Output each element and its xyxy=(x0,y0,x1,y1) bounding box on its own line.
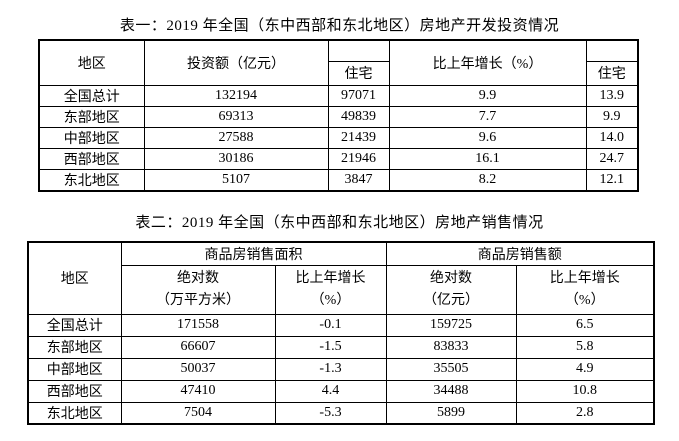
investment-table: 地区 投资额（亿元） 比上年增长（%） 住宅 住宅 全国总计 132194 97… xyxy=(38,39,639,192)
header-line: （万平方米） xyxy=(156,292,240,308)
amount-growth-cell: 5.8 xyxy=(515,335,655,359)
residential-growth-cell: 12.1 xyxy=(585,168,639,191)
table2-header-area-abs: 绝对数 （万平方米） xyxy=(120,264,276,315)
region-cell: 西部地区 xyxy=(38,147,145,170)
table1-header-residential-investment: 住宅 xyxy=(327,60,390,86)
region-cell: 西部地区 xyxy=(27,379,122,403)
table1-row-west: 西部地区 30186 21946 16.1 24.7 xyxy=(38,147,639,170)
table2-header-amount-growth: 比上年增长 （%） xyxy=(515,264,655,315)
table1-row-central: 中部地区 27588 21439 9.6 14.0 xyxy=(38,126,639,149)
region-cell: 东部地区 xyxy=(27,335,122,359)
table1-header-growth: 比上年增长（%） xyxy=(388,39,587,86)
growth-cell: 7.7 xyxy=(388,105,587,128)
amount-abs-cell: 35505 xyxy=(385,357,517,381)
residential-growth-cell: 14.0 xyxy=(585,126,639,149)
header-line: （%） xyxy=(564,292,605,308)
table2-header-sales-area-group: 商品房销售面积 xyxy=(120,241,387,266)
residential-investment-cell: 21946 xyxy=(327,147,390,170)
amount-growth-cell: 2.8 xyxy=(515,401,655,425)
residential-growth-cell: 13.9 xyxy=(585,84,639,107)
table2-row-central: 中部地区 50037 -1.3 35505 4.9 xyxy=(27,357,655,381)
table2-row-west: 西部地区 47410 4.4 34488 10.8 xyxy=(27,379,655,403)
residential-investment-cell: 21439 xyxy=(327,126,390,149)
investment-cell: 30186 xyxy=(143,147,329,170)
growth-cell: 8.2 xyxy=(388,168,587,191)
amount-growth-cell: 4.9 xyxy=(515,357,655,381)
table2-row-east: 东部地区 66607 -1.5 83833 5.8 xyxy=(27,335,655,359)
region-cell: 东北地区 xyxy=(38,168,145,191)
table1-header-investment: 投资额（亿元） xyxy=(143,39,329,86)
area-growth-cell: -5.3 xyxy=(274,401,387,425)
table2-header-area-growth: 比上年增长 （%） xyxy=(274,264,387,315)
table1-header-empty-2 xyxy=(585,39,639,62)
region-cell: 全国总计 xyxy=(27,313,122,337)
residential-growth-cell: 9.9 xyxy=(585,105,639,128)
area-growth-cell: -1.5 xyxy=(274,335,387,359)
table2-row-northeast: 东北地区 7504 -5.3 5899 2.8 xyxy=(27,401,655,425)
area-abs-cell: 66607 xyxy=(120,335,276,359)
region-cell: 全国总计 xyxy=(38,84,145,107)
table1-header-row-top: 地区 投资额（亿元） 比上年增长（%） xyxy=(38,39,639,86)
region-cell: 东北地区 xyxy=(27,401,122,425)
region-cell: 中部地区 xyxy=(27,357,122,381)
area-abs-cell: 7504 xyxy=(120,401,276,425)
header-line: 比上年增长 xyxy=(295,270,366,286)
area-growth-cell: -0.1 xyxy=(274,313,387,337)
header-line: 比上年增长 xyxy=(549,270,620,286)
region-cell: 中部地区 xyxy=(38,126,145,149)
area-abs-cell: 171558 xyxy=(120,313,276,337)
table1-row-northeast: 东北地区 5107 3847 8.2 12.1 xyxy=(38,168,639,191)
residential-investment-cell: 49839 xyxy=(327,105,390,128)
investment-cell: 27588 xyxy=(143,126,329,149)
residential-growth-cell: 24.7 xyxy=(585,147,639,170)
growth-cell: 9.6 xyxy=(388,126,587,149)
region-cell: 东部地区 xyxy=(38,105,145,128)
investment-cell: 132194 xyxy=(143,84,329,107)
amount-abs-cell: 5899 xyxy=(385,401,517,425)
growth-cell: 16.1 xyxy=(388,147,587,170)
header-line: 绝对数 xyxy=(430,270,472,286)
sales-table: 地区 商品房销售面积 商品房销售额 绝对数 （万平方米） 比上年增长 （%） 绝… xyxy=(27,241,655,425)
amount-growth-cell: 10.8 xyxy=(515,379,655,403)
investment-cell: 5107 xyxy=(143,168,329,191)
area-growth-cell: 4.4 xyxy=(274,379,387,403)
table1-header-empty-1 xyxy=(327,39,390,62)
table2-row-national: 全国总计 171558 -0.1 159725 6.5 xyxy=(27,313,655,337)
area-abs-cell: 47410 xyxy=(120,379,276,403)
table2-header-sales-amount-group: 商品房销售额 xyxy=(385,241,655,266)
residential-investment-cell: 3847 xyxy=(327,168,390,191)
amount-abs-cell: 83833 xyxy=(385,335,517,359)
table1-row-national: 全国总计 132194 97071 9.9 13.9 xyxy=(38,84,639,107)
table1-header-row-bottom: 住宅 住宅 xyxy=(39,60,639,86)
header-line: （%） xyxy=(310,292,351,308)
header-line: 绝对数 xyxy=(177,270,219,286)
table1-header-region: 地区 xyxy=(38,39,145,86)
area-growth-cell: -1.3 xyxy=(274,357,387,381)
table2-header-row-sub: 绝对数 （万平方米） 比上年增长 （%） 绝对数 （亿元） 比上年增长 （%） xyxy=(28,264,655,315)
investment-cell: 69313 xyxy=(143,105,329,128)
residential-investment-cell: 97071 xyxy=(327,84,390,107)
growth-cell: 9.9 xyxy=(388,84,587,107)
table1-header-residential-growth: 住宅 xyxy=(585,60,639,86)
area-abs-cell: 50037 xyxy=(120,357,276,381)
table2-header-amount-abs: 绝对数 （亿元） xyxy=(385,264,517,315)
amount-abs-cell: 159725 xyxy=(385,313,517,337)
table2-header-row-group: 地区 商品房销售面积 商品房销售额 xyxy=(27,241,655,315)
table2-title: 表二：2019 年全国（东中西部和东北地区）房地产销售情况 xyxy=(135,215,544,231)
table1-title: 表一：2019 年全国（东中西部和东北地区）房地产开发投资情况 xyxy=(119,18,560,34)
table2-header-region: 地区 xyxy=(27,241,122,315)
header-line: （亿元） xyxy=(423,292,479,308)
amount-growth-cell: 6.5 xyxy=(515,313,655,337)
amount-abs-cell: 34488 xyxy=(385,379,517,403)
table1-row-east: 东部地区 69313 49839 7.7 9.9 xyxy=(38,105,639,128)
